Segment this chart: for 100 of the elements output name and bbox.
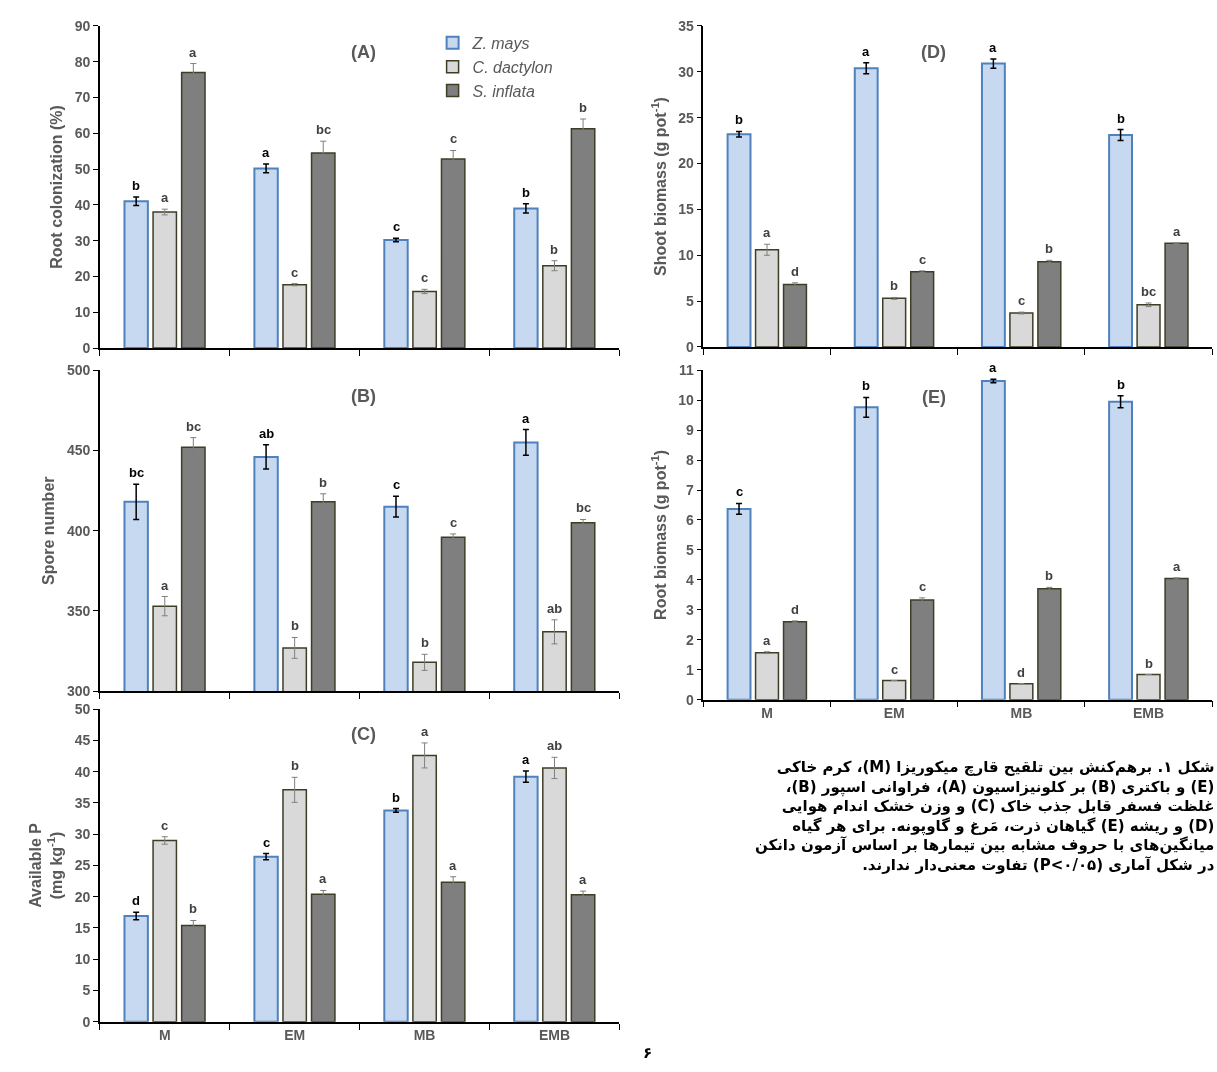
bar: [253, 167, 279, 349]
y-tick-label: 2: [686, 631, 695, 648]
legend-label: C. dactylon: [472, 58, 553, 76]
bar: [1037, 260, 1062, 347]
y-tick-label: 20: [74, 888, 91, 905]
data-label: b: [1045, 241, 1053, 256]
data-label: b: [1045, 568, 1053, 583]
y-tick-label: 0: [82, 339, 91, 356]
y-tick-label: 6: [686, 511, 695, 528]
bar: [513, 775, 539, 1022]
x-tick-label: MB: [413, 1027, 436, 1044]
bar: [152, 211, 178, 349]
bar: [853, 67, 879, 347]
y-tick-label: 40: [74, 763, 91, 780]
bar: [1037, 588, 1062, 700]
bar: [310, 893, 336, 1022]
bar: [570, 894, 596, 1022]
y-tick-label: 40: [74, 196, 91, 213]
data-label: ab: [259, 426, 275, 441]
data-label: a: [763, 225, 771, 240]
bar: [1009, 683, 1034, 700]
data-label: a: [989, 40, 997, 55]
data-label: a: [189, 45, 197, 60]
bar: [1164, 577, 1189, 700]
data-label: c: [291, 265, 299, 280]
data-label: c: [393, 219, 401, 234]
bar: [909, 599, 935, 700]
y-tick-label: 45: [74, 732, 91, 749]
data-label: c: [450, 515, 458, 530]
y-tick-label: 90: [74, 17, 91, 34]
bar: [542, 264, 567, 349]
x-tick-label: M: [158, 1027, 171, 1044]
y-tick-label: 10: [678, 247, 695, 264]
data-label: b: [291, 758, 299, 773]
data-label: b: [550, 242, 558, 257]
y-tick-label: 60: [74, 125, 91, 142]
bar: [253, 855, 279, 1022]
bar: [754, 651, 780, 700]
data-label: a: [319, 871, 327, 886]
data-label: b: [319, 475, 327, 490]
data-label: b: [291, 618, 299, 633]
bar: [726, 507, 752, 700]
data-label: bc: [129, 465, 145, 480]
bar: [383, 809, 409, 1022]
bar: [180, 924, 206, 1022]
legend-label: S. inflata: [472, 82, 535, 100]
bar: [412, 754, 438, 1022]
bar: [282, 789, 308, 1022]
x-tick-label: EMB: [538, 1027, 571, 1044]
data-label: b: [522, 185, 530, 200]
y-tick-label: 10: [74, 951, 91, 968]
y-tick-label: 10: [678, 392, 695, 409]
data-label: a: [421, 724, 429, 739]
data-label: a: [161, 578, 169, 593]
y-tick-label: 20: [74, 268, 91, 285]
data-label: c: [919, 579, 927, 594]
data-label: a: [522, 752, 530, 767]
data-label: b: [890, 278, 898, 293]
data-label: bc: [316, 122, 332, 137]
y-tick-label: 50: [74, 701, 91, 718]
y-tick-label: 30: [678, 63, 695, 80]
x-tick-label: EMB: [1132, 705, 1165, 722]
data-label: d: [791, 264, 799, 279]
y-tick-label: 25: [678, 109, 695, 126]
data-label: a: [763, 633, 771, 648]
y-tick-label: 10: [74, 304, 91, 321]
y-tick-label: 5: [82, 982, 91, 999]
bar: [909, 271, 935, 347]
data-label: b: [579, 100, 587, 115]
data-label: c: [450, 131, 458, 146]
y-tick-label: 80: [74, 53, 91, 70]
y-tick-label: 11: [679, 362, 695, 379]
data-label: b: [1117, 377, 1125, 392]
bar: [782, 283, 808, 347]
data-label: c: [919, 252, 927, 267]
bar: [383, 238, 409, 349]
data-label: c: [161, 818, 169, 833]
data-label: b: [1117, 111, 1125, 126]
y-tick-label: 9: [686, 422, 695, 439]
bar: [1136, 304, 1161, 347]
bar: [542, 767, 567, 1022]
data-label: d: [1017, 665, 1025, 680]
y-tick-label: 5: [686, 293, 695, 310]
data-label: b: [421, 635, 429, 650]
data-label: a: [522, 411, 530, 426]
data-label: a: [862, 44, 870, 59]
bar: [1009, 312, 1034, 347]
bar: [882, 297, 907, 347]
bar: [882, 679, 907, 700]
bar: [1108, 400, 1134, 700]
y-tick-label: 5: [686, 541, 695, 558]
data-label: c: [421, 270, 429, 285]
y-tick-label: 350: [66, 602, 91, 619]
data-label: bc: [186, 419, 202, 434]
y-tick-label: 400: [66, 522, 91, 539]
bar: [513, 207, 539, 349]
data-label: b: [392, 790, 400, 805]
x-tick-label: EM: [284, 1027, 306, 1044]
y-tick-label: 1: [686, 661, 695, 678]
x-tick-label: EM: [883, 705, 905, 722]
